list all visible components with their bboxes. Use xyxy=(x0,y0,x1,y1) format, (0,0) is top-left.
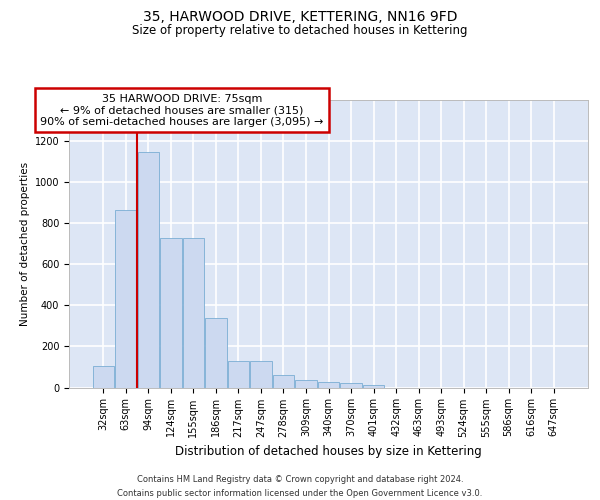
Bar xyxy=(137,152,159,388)
Bar xyxy=(92,366,114,388)
Bar xyxy=(295,380,317,388)
Bar xyxy=(160,238,182,388)
Bar xyxy=(228,361,249,388)
Y-axis label: Number of detached properties: Number of detached properties xyxy=(20,162,31,326)
Bar xyxy=(340,384,362,388)
Bar xyxy=(250,361,272,388)
Bar xyxy=(273,375,294,388)
X-axis label: Distribution of detached houses by size in Kettering: Distribution of detached houses by size … xyxy=(175,445,482,458)
Text: Size of property relative to detached houses in Kettering: Size of property relative to detached ho… xyxy=(132,24,468,37)
Text: 35 HARWOOD DRIVE: 75sqm
← 9% of detached houses are smaller (315)
90% of semi-de: 35 HARWOOD DRIVE: 75sqm ← 9% of detached… xyxy=(40,94,324,127)
Text: Contains HM Land Registry data © Crown copyright and database right 2024.
Contai: Contains HM Land Registry data © Crown c… xyxy=(118,476,482,498)
Bar xyxy=(318,382,339,388)
Bar xyxy=(115,210,137,388)
Bar xyxy=(205,318,227,388)
Bar xyxy=(363,386,384,388)
Bar xyxy=(182,238,204,388)
Text: 35, HARWOOD DRIVE, KETTERING, NN16 9FD: 35, HARWOOD DRIVE, KETTERING, NN16 9FD xyxy=(143,10,457,24)
